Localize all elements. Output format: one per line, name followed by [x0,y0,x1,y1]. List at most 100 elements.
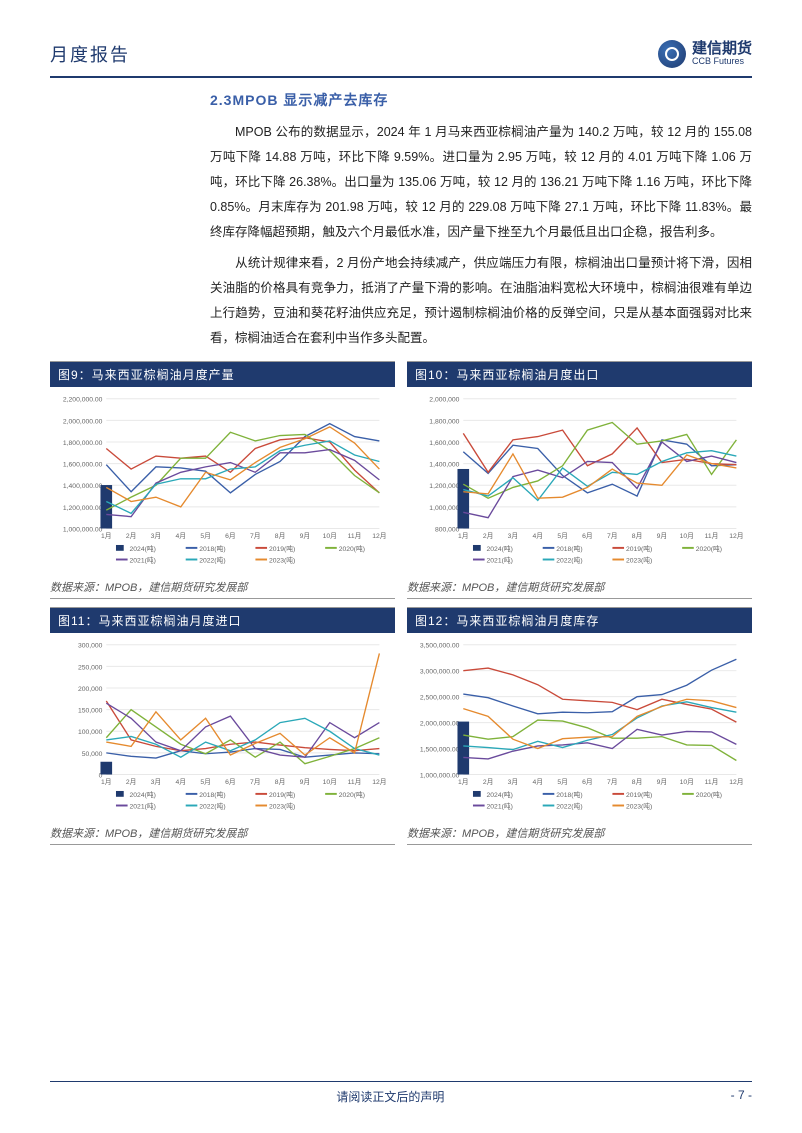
svg-text:2020(吨): 2020(吨) [696,544,722,553]
svg-text:1月: 1月 [458,532,469,540]
svg-text:11月: 11月 [705,778,719,786]
chart-11-source: 数据来源：MPOB，建信期货研究发展部 [50,825,395,845]
svg-text:2024(吨): 2024(吨) [487,544,513,553]
charts-grid: 图9：马来西亚棕榈油月度产量 1,000,000.001,200,000.001… [50,361,752,845]
svg-text:2021(吨): 2021(吨) [487,801,513,810]
svg-text:2019(吨): 2019(吨) [626,544,652,553]
footer-disclaimer: 请阅读正文后的声明 [336,1088,444,1105]
logo-text-en: CCB Futures [692,57,752,67]
svg-text:3,500,000.00: 3,500,000.00 [420,643,460,650]
chart-11: 图11：马来西亚棕榈油月度进口 050,000100,000150,000200… [50,607,395,845]
svg-text:4月: 4月 [533,532,544,540]
svg-text:100,000: 100,000 [78,729,103,736]
svg-text:5月: 5月 [200,778,211,786]
svg-text:1,200,000: 1,200,000 [429,483,459,490]
svg-text:2,500,000.00: 2,500,000.00 [420,695,460,702]
section-title: 2.3MPOB 显示减产去库存 [210,90,752,110]
svg-text:800,000: 800,000 [435,526,460,533]
svg-text:10月: 10月 [323,778,337,786]
chart-12-title: 图12：马来西亚棕榈油月度库存 [407,608,752,633]
svg-text:2019(吨): 2019(吨) [269,790,295,799]
svg-text:2021(吨): 2021(吨) [130,801,156,810]
chart-12-source: 数据来源：MPOB，建信期货研究发展部 [407,825,752,845]
svg-text:11月: 11月 [705,532,719,540]
svg-text:3,000,000.00: 3,000,000.00 [420,669,460,676]
svg-text:2020(吨): 2020(吨) [696,790,722,799]
svg-text:12月: 12月 [372,532,386,540]
svg-text:6月: 6月 [225,778,236,786]
svg-text:2,000,000: 2,000,000 [429,397,459,404]
logo-icon [658,40,686,68]
chart-9-source: 数据来源：MPOB，建信期货研究发展部 [50,579,395,599]
chart-12-svg: 1,000,000.001,500,000.002,000,000.002,50… [409,637,750,821]
chart-12: 图12：马来西亚棕榈油月度库存 1,000,000.001,500,000.00… [407,607,752,845]
svg-text:2023(吨): 2023(吨) [269,801,295,810]
svg-text:5月: 5月 [557,778,568,786]
svg-text:12月: 12月 [372,778,386,786]
svg-text:2024(吨): 2024(吨) [487,790,513,799]
svg-text:2019(吨): 2019(吨) [626,790,652,799]
svg-text:1,800,000.00: 1,800,000.00 [63,440,103,447]
svg-text:11月: 11月 [348,532,362,540]
svg-text:2018(吨): 2018(吨) [199,544,225,553]
svg-text:200,000: 200,000 [78,686,103,693]
svg-text:150,000: 150,000 [78,708,103,715]
svg-text:6月: 6月 [225,532,236,540]
chart-10-title: 图10：马来西亚棕榈油月度出口 [407,362,752,387]
svg-text:1,600,000.00: 1,600,000.00 [63,462,103,469]
svg-text:1,000,000: 1,000,000 [429,505,459,512]
svg-text:8月: 8月 [275,532,286,540]
svg-text:3月: 3月 [151,532,162,540]
page-number: - 7 - [731,1088,752,1105]
svg-text:12月: 12月 [729,532,743,540]
svg-text:1月: 1月 [101,778,112,786]
chart-10-svg: 800,0001,000,0001,200,0001,400,0001,600,… [409,391,750,575]
svg-text:1,400,000.00: 1,400,000.00 [63,483,103,490]
paragraph-2: 从统计规律来看，2 月份产地会持续减产，供应端压力有限，棕榈油出口量预计将下滑，… [210,251,752,351]
chart-11-title: 图11：马来西亚棕榈油月度进口 [50,608,395,633]
svg-text:2,000,000.00: 2,000,000.00 [63,418,103,425]
svg-text:7月: 7月 [607,532,618,540]
svg-text:2023(吨): 2023(吨) [626,801,652,810]
svg-text:7月: 7月 [607,778,618,786]
svg-text:9月: 9月 [300,778,311,786]
svg-text:2024(吨): 2024(吨) [130,544,156,553]
svg-text:6月: 6月 [582,778,593,786]
svg-text:2023(吨): 2023(吨) [626,555,652,564]
svg-text:8月: 8月 [632,532,643,540]
svg-text:2019(吨): 2019(吨) [269,544,295,553]
svg-text:10月: 10月 [680,778,694,786]
svg-text:2月: 2月 [126,532,137,540]
svg-text:4月: 4月 [176,778,187,786]
svg-text:1,000,000.00: 1,000,000.00 [63,526,103,533]
svg-text:250,000: 250,000 [78,664,103,671]
svg-text:2021(吨): 2021(吨) [130,555,156,564]
svg-text:2020(吨): 2020(吨) [339,544,365,553]
svg-text:3月: 3月 [508,532,519,540]
page-header: 月度报告 建信期货 CCB Futures [50,40,752,78]
svg-text:1,000,000.00: 1,000,000.00 [420,772,460,779]
svg-text:10月: 10月 [680,532,694,540]
chart-10: 图10：马来西亚棕榈油月度出口 800,000 1,000,000 1,200,00… [407,361,752,599]
svg-text:10月: 10月 [323,532,337,540]
svg-text:2018(吨): 2018(吨) [556,790,582,799]
svg-text:2018(吨): 2018(吨) [199,790,225,799]
chart-9-title: 图9：马来西亚棕榈油月度产量 [50,362,395,387]
svg-text:2,200,000.00: 2,200,000.00 [63,397,103,404]
svg-text:1,400,000: 1,400,000 [429,462,459,469]
chart-9-svg: 1,000,000.001,200,000.001,400,000.001,60… [52,391,393,575]
svg-text:12月: 12月 [729,778,743,786]
svg-text:6月: 6月 [582,532,593,540]
svg-text:2022(吨): 2022(吨) [556,801,582,810]
svg-text:3月: 3月 [151,778,162,786]
chart-9: 图9：马来西亚棕榈油月度产量 1,000,000.001,200,000.001… [50,361,395,599]
svg-text:11月: 11月 [348,778,362,786]
svg-text:2021(吨): 2021(吨) [487,555,513,564]
svg-text:4月: 4月 [533,778,544,786]
svg-text:2024(吨): 2024(吨) [130,790,156,799]
svg-text:9月: 9月 [657,778,668,786]
svg-text:2023(吨): 2023(吨) [269,555,295,564]
paragraph-1: MPOB 公布的数据显示，2024 年 1 月马来西亚棕榈油产量为 140.2 … [210,120,752,245]
svg-text:7月: 7月 [250,778,261,786]
svg-text:1月: 1月 [101,532,112,540]
